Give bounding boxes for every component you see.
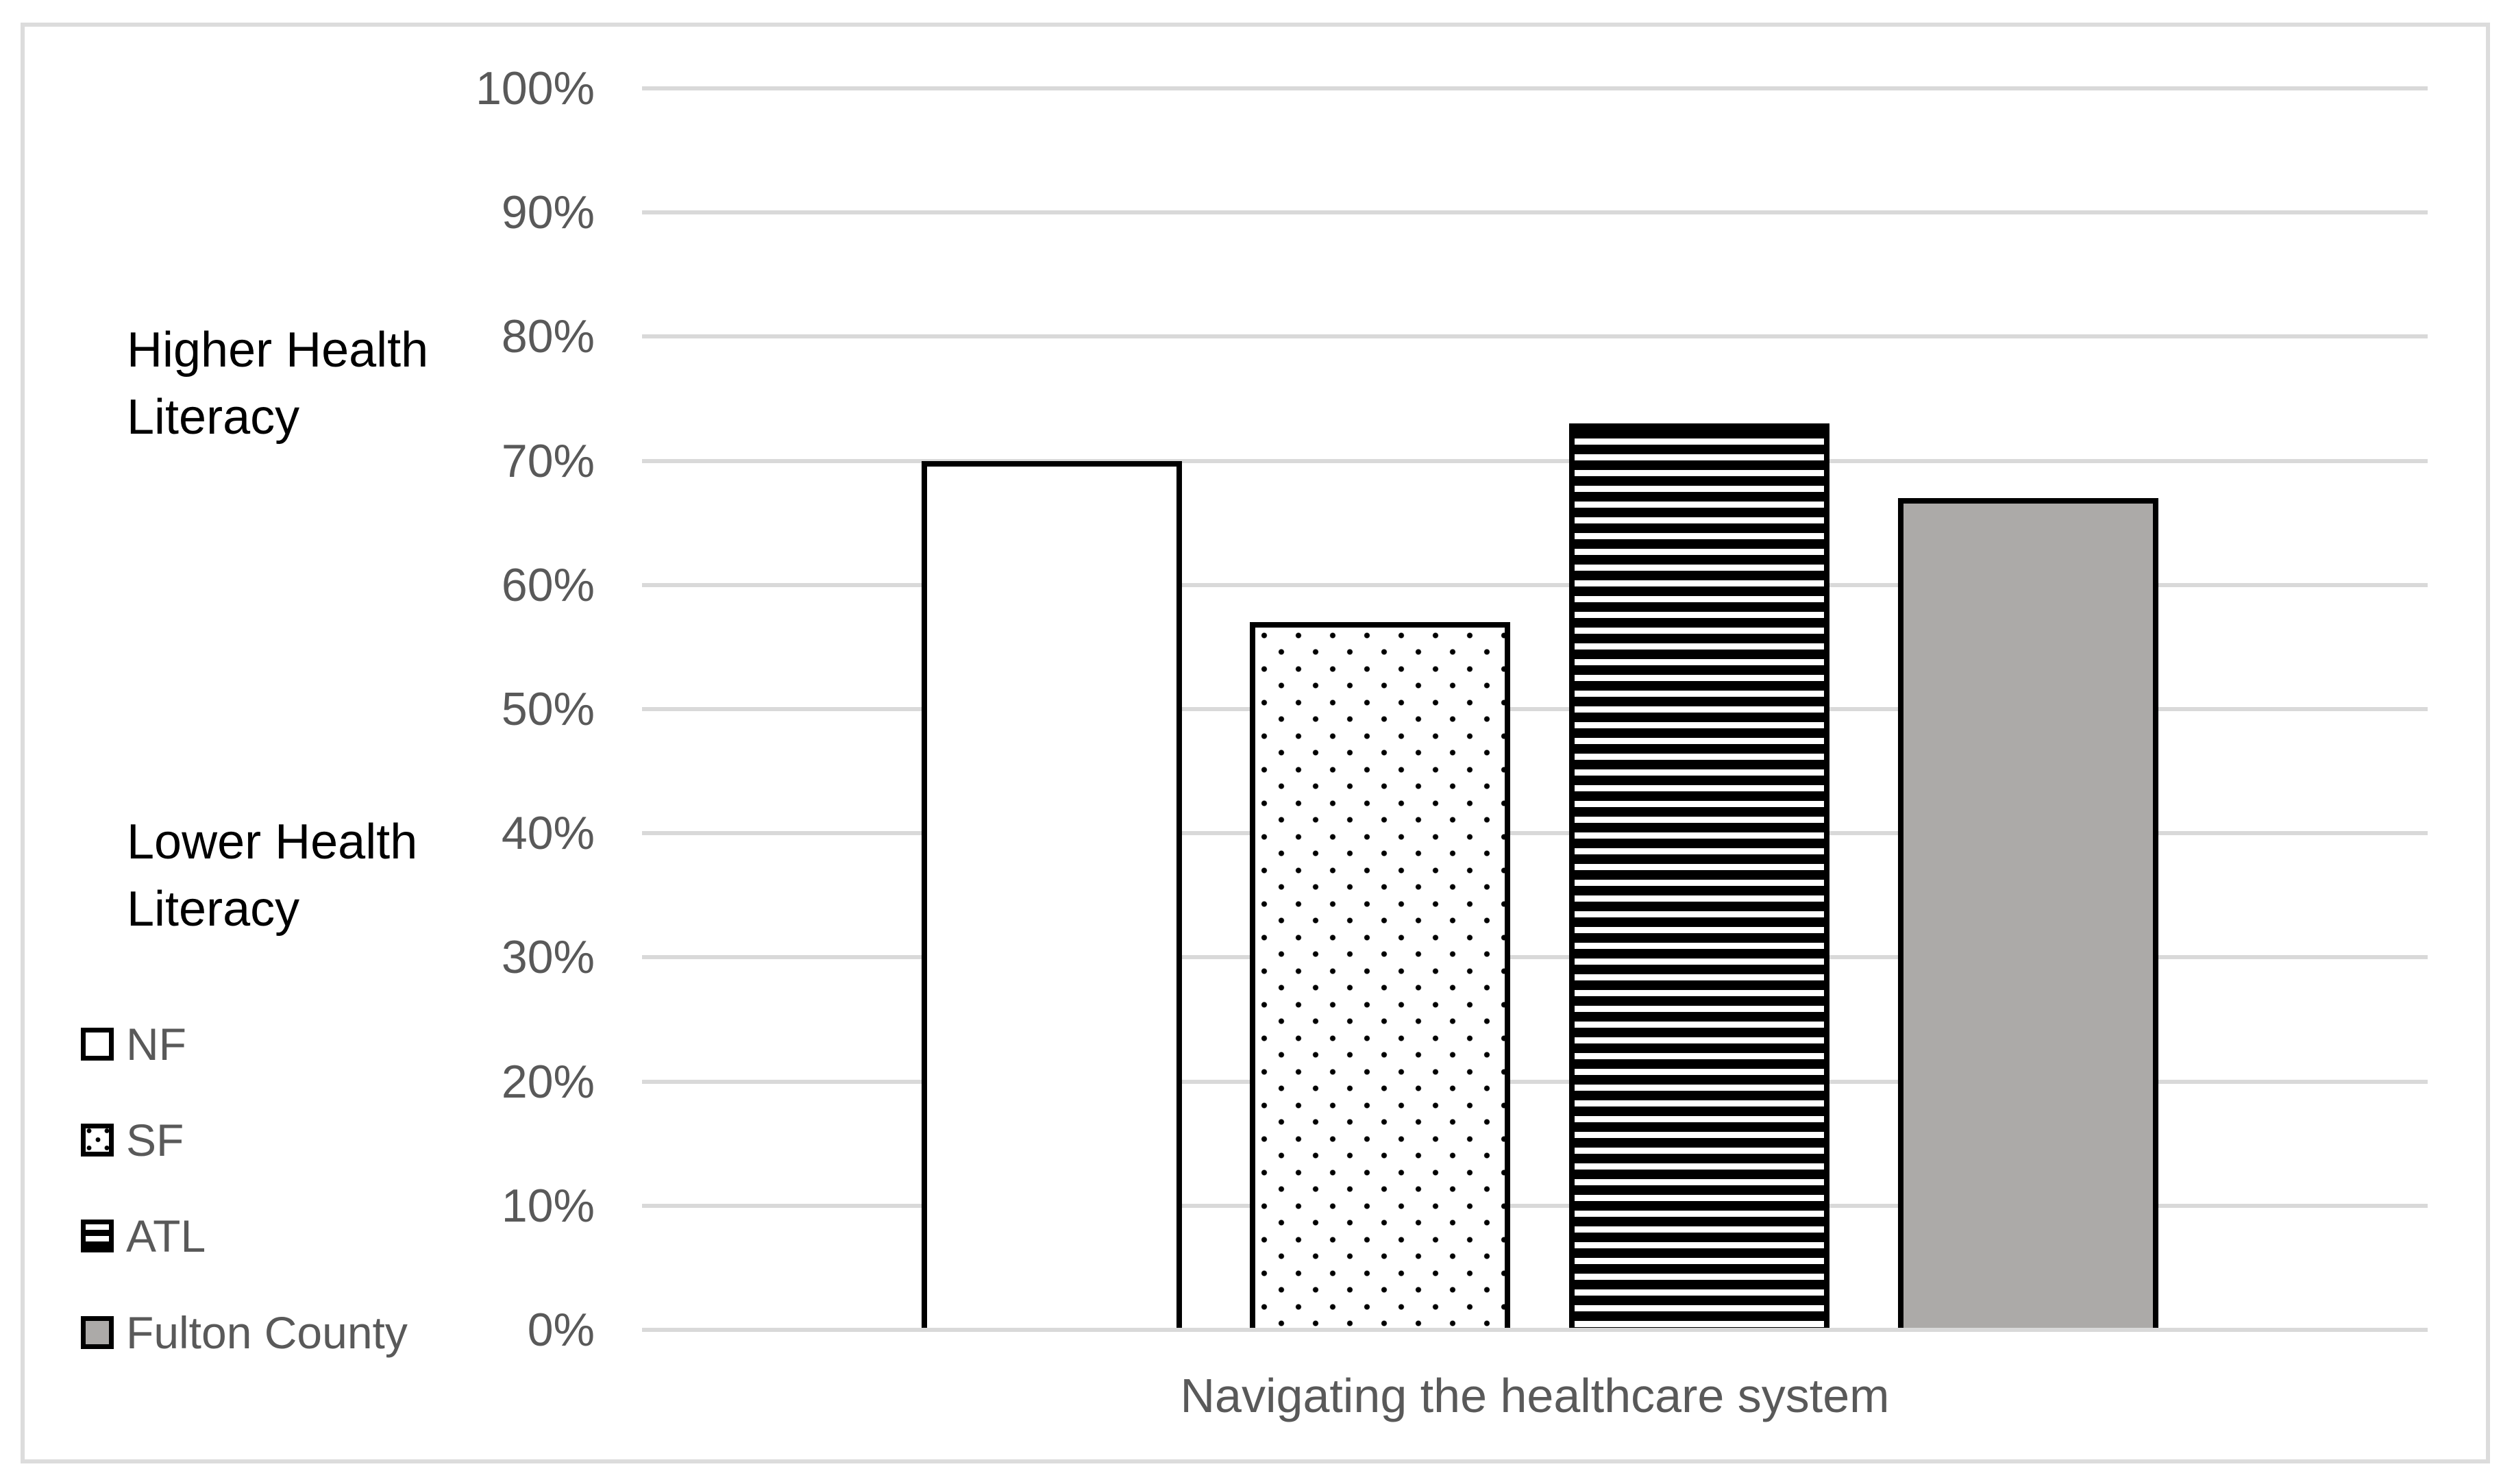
annotation-lower-health-literacy: Lower Health Literacy xyxy=(127,815,418,937)
gridline xyxy=(642,210,2428,215)
legend-item-fulton-county: Fulton County xyxy=(81,1307,408,1358)
bars xyxy=(642,88,2428,1330)
gridline xyxy=(642,955,2428,960)
bar-nf xyxy=(922,460,1182,1330)
y-tick-label: 60% xyxy=(501,558,595,611)
y-tick-label: 20% xyxy=(501,1055,595,1108)
legend-label-nf: NF xyxy=(126,1019,186,1069)
y-tick-label: 80% xyxy=(501,310,595,363)
legend-swatch-nf xyxy=(81,1028,114,1061)
legend-swatch-sf xyxy=(81,1124,114,1157)
legend-label-atl: ATL xyxy=(126,1211,206,1261)
bar-atl xyxy=(1569,423,1829,1330)
legend-swatch-atl xyxy=(81,1220,114,1252)
legend-swatch-fulton-county xyxy=(81,1316,114,1349)
gridline xyxy=(642,582,2428,587)
legend-label-fulton-county: Fulton County xyxy=(126,1307,408,1358)
legend-label-sf: SF xyxy=(126,1115,184,1165)
x-axis-title: Navigating the healthcare system xyxy=(1180,1369,1890,1422)
y-tick-label: 30% xyxy=(501,931,595,984)
legend-item-sf: SF xyxy=(81,1115,184,1165)
gridline xyxy=(642,1079,2428,1084)
y-axis-labels: 0% 10% 20% 30% 40% 50% 60% 70% 80% 90% 100% xyxy=(0,62,595,1356)
gridline xyxy=(642,86,2428,90)
gridline xyxy=(642,1203,2428,1208)
gridline xyxy=(642,334,2428,339)
y-tick-label: 0% xyxy=(527,1304,595,1356)
y-tick-label: 50% xyxy=(501,683,595,735)
legend-item-atl: ATL xyxy=(81,1211,206,1261)
y-tick-label: 100% xyxy=(476,62,595,114)
annotation-higher-health-literacy: Higher Health Literacy xyxy=(127,323,429,445)
y-tick-label: 70% xyxy=(501,434,595,487)
legend-item-nf: NF xyxy=(81,1019,186,1069)
y-tick-label: 90% xyxy=(501,186,595,239)
bar-fulton xyxy=(1898,497,2158,1330)
y-tick-label: 10% xyxy=(501,1179,595,1232)
x-axis-baseline xyxy=(642,1328,2428,1332)
y-tick-label: 40% xyxy=(501,807,595,860)
gridline xyxy=(642,831,2428,836)
gridline xyxy=(642,458,2428,463)
gridline xyxy=(642,707,2428,711)
plot-area xyxy=(642,86,2428,1332)
bar-sf xyxy=(1250,622,1510,1330)
